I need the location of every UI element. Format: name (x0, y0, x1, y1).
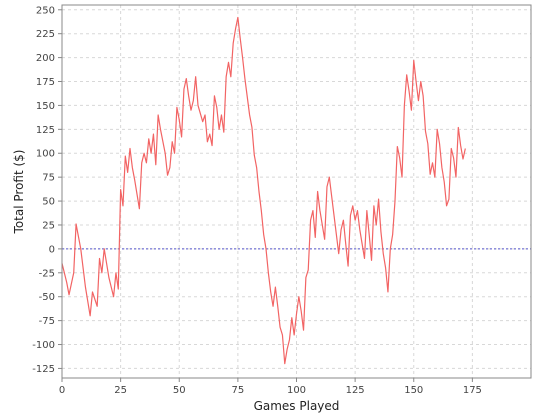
profit-series-line (61, 16, 466, 365)
x-tick-label: 100 (287, 385, 306, 396)
x-tick-label: 25 (114, 385, 127, 396)
y-tick-label: 200 (36, 53, 55, 64)
series-layer (61, 16, 466, 365)
y-tick-label: 50 (42, 197, 55, 208)
y-tick-label: 175 (36, 77, 55, 88)
x-axis-title: Games Played (254, 399, 340, 413)
y-tick-label: -125 (32, 364, 55, 375)
x-tick-label: 125 (346, 385, 365, 396)
x-tick-label: 175 (463, 385, 482, 396)
y-tick-label: 75 (42, 173, 55, 184)
y-tick-label: 150 (36, 101, 55, 112)
y-tick-label: -25 (39, 268, 55, 279)
x-tick-label: 150 (404, 385, 423, 396)
x-tick-label: 75 (232, 385, 245, 396)
x-tick-label: 50 (173, 385, 186, 396)
y-axis: -125 -100 -75 -50 -25 0 25 50 75 100 125 150 175 200 2… (32, 5, 62, 375)
y-tick-label: -100 (32, 340, 55, 351)
x-tick-label: 0 (59, 385, 65, 396)
y-tick-label: -50 (39, 292, 55, 303)
y-tick-label: 125 (36, 125, 55, 136)
y-tick-label: -75 (39, 316, 55, 327)
y-tick-label: 225 (36, 29, 55, 40)
y-axis-title: Total Profit ($) (12, 150, 26, 235)
x-axis: 0 25 50 75 100 125 150 175 (59, 378, 482, 396)
y-tick-label: 0 (49, 244, 55, 255)
y-tick-label: 25 (42, 220, 55, 231)
y-tick-label: 250 (36, 5, 55, 16)
y-tick-label: 100 (36, 149, 55, 160)
